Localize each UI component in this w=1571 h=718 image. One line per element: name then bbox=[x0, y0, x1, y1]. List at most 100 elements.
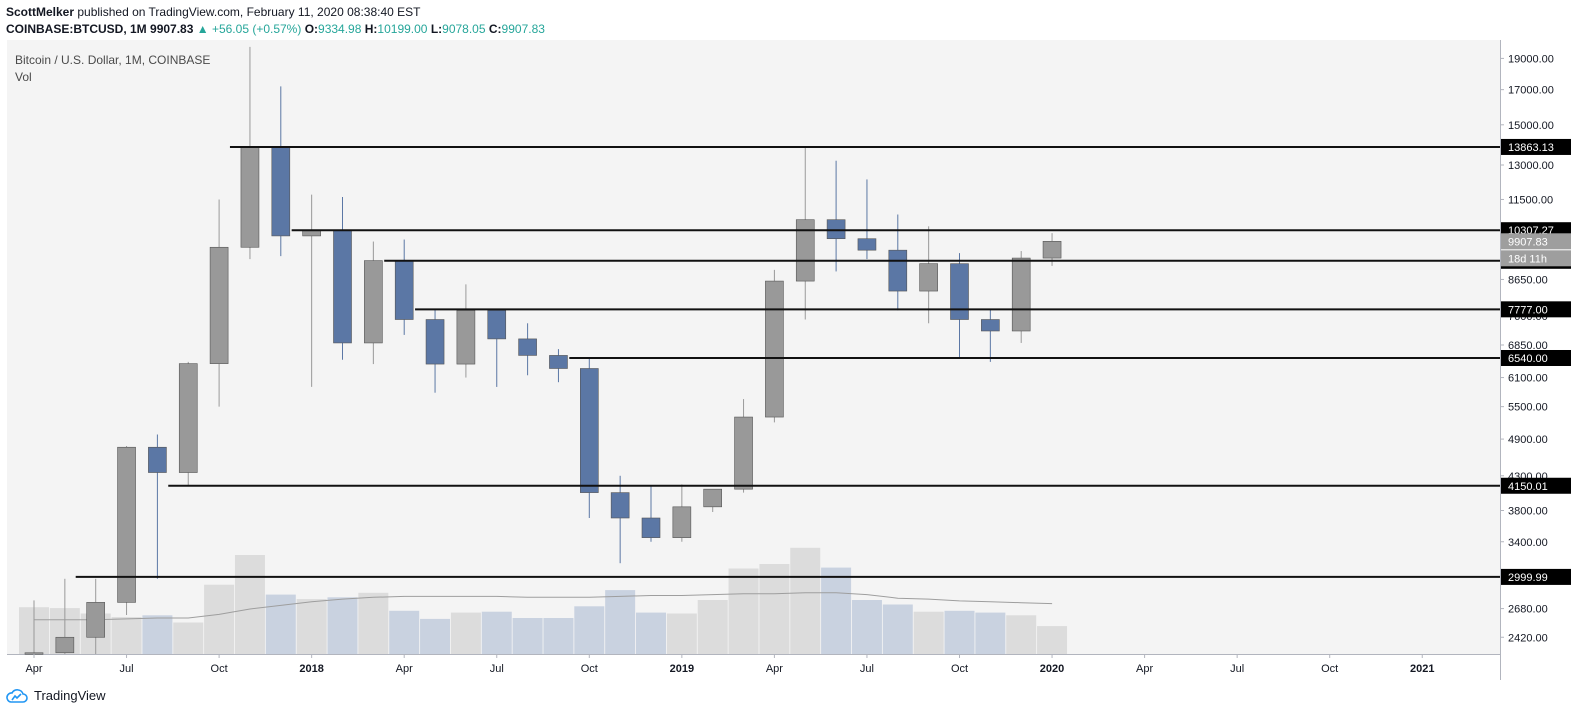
volume-bar bbox=[790, 547, 821, 654]
candle-body bbox=[826, 219, 846, 240]
y-tick-label: 6850.00 bbox=[1508, 340, 1548, 352]
x-tick-label: Apr bbox=[25, 663, 42, 675]
tradingview-cloud-icon bbox=[6, 688, 28, 703]
y-tick-label: 6100.00 bbox=[1508, 373, 1548, 385]
price-level-tag bbox=[1501, 301, 1571, 318]
volume-bar bbox=[389, 610, 420, 654]
volume-bar bbox=[512, 618, 543, 654]
volume-bar bbox=[327, 597, 358, 654]
y-tick-label: 17000.00 bbox=[1508, 85, 1554, 97]
x-tick-label: Jul bbox=[490, 663, 504, 675]
volume-bar bbox=[574, 606, 605, 654]
volume-bar bbox=[697, 600, 728, 654]
x-tick-label: Oct bbox=[951, 663, 968, 675]
price-level-label: 4150.01 bbox=[1508, 481, 1548, 493]
price-level-tag bbox=[1501, 568, 1571, 585]
price-level-label: 2999.99 bbox=[1508, 572, 1548, 584]
x-tick-label: Apr bbox=[766, 663, 783, 675]
candle-body bbox=[950, 263, 969, 320]
candle-body bbox=[1042, 241, 1062, 259]
volume-bar bbox=[296, 599, 327, 654]
candle-body bbox=[857, 238, 877, 251]
candle-body bbox=[55, 636, 75, 654]
close-label: C: bbox=[485, 22, 502, 36]
bar-countdown-label: 18d 11h bbox=[1508, 253, 1547, 265]
candle-body bbox=[271, 146, 291, 237]
volume-bar bbox=[1037, 626, 1068, 654]
y-tick-label: 3800.00 bbox=[1508, 506, 1548, 518]
candle-body bbox=[209, 246, 229, 364]
publish-text: published on TradingView.com, February 1… bbox=[74, 5, 421, 19]
candle-body bbox=[333, 230, 352, 344]
high-value: 10199.00 bbox=[377, 22, 428, 36]
x-tick-label: Jul bbox=[860, 663, 874, 675]
y-tick-label: 4900.00 bbox=[1508, 434, 1548, 446]
candle-body bbox=[734, 416, 753, 490]
y-tick-label: 2680.00 bbox=[1508, 604, 1548, 616]
volume-bar bbox=[944, 610, 975, 654]
countdown-tag bbox=[1501, 250, 1571, 267]
publish-info: ScottMelker published on TradingView.com… bbox=[6, 5, 420, 19]
volume-bar bbox=[975, 612, 1006, 654]
x-tick-label: Jul bbox=[120, 663, 134, 675]
volume-bar bbox=[234, 555, 265, 654]
x-tick-label: 2021 bbox=[1410, 663, 1434, 675]
chart-title: Bitcoin / U.S. Dollar, 1M, COINBASE bbox=[15, 53, 210, 67]
volume-bar bbox=[358, 592, 389, 654]
volume-bar bbox=[142, 615, 173, 654]
candle-body bbox=[549, 355, 568, 369]
candle-body bbox=[703, 488, 723, 508]
candle-body bbox=[610, 492, 630, 519]
y-tick-label: 13000.00 bbox=[1508, 160, 1554, 172]
x-tick-label: Oct bbox=[1321, 663, 1338, 675]
volume-bar bbox=[636, 612, 666, 654]
volume-bar bbox=[204, 584, 235, 654]
candle-body bbox=[981, 319, 1000, 332]
candle-body bbox=[1011, 257, 1031, 332]
volume-bar bbox=[851, 600, 882, 654]
candle-body bbox=[456, 310, 476, 365]
candle-body bbox=[425, 319, 445, 365]
volume-bar bbox=[666, 613, 697, 654]
open-value: 9334.98 bbox=[318, 22, 362, 36]
price-change: ▲ +56.05 (+0.57%) bbox=[193, 22, 305, 36]
candle-body bbox=[487, 310, 507, 340]
candle-body bbox=[795, 219, 815, 282]
y-tick-label: 5500.00 bbox=[1508, 402, 1548, 414]
last-price-tag bbox=[1501, 233, 1571, 250]
volume-bar bbox=[1006, 615, 1037, 654]
low-label: L: bbox=[427, 22, 443, 36]
y-tick-label: 11500.00 bbox=[1508, 194, 1553, 206]
volume-bar bbox=[728, 568, 759, 654]
author-name[interactable]: ScottMelker bbox=[6, 5, 75, 19]
price-level-label: 13863.13 bbox=[1508, 142, 1554, 154]
tradingview-logo[interactable]: TradingView bbox=[6, 688, 106, 703]
candle-body bbox=[672, 506, 692, 538]
price-level-label: 7777.00 bbox=[1508, 304, 1548, 316]
symbol-name: COINBASE:BTCUSD, 1M bbox=[6, 22, 151, 36]
candle-body bbox=[240, 146, 260, 248]
last-price-label: 9907.83 bbox=[1508, 236, 1548, 248]
tradingview-brand: TradingView bbox=[34, 688, 106, 703]
y-tick-label: 19000.00 bbox=[1508, 53, 1554, 65]
x-tick-label: Apr bbox=[1136, 663, 1153, 675]
close-value: 9907.83 bbox=[501, 22, 545, 36]
volume-bar bbox=[265, 594, 296, 654]
volume-bar bbox=[605, 590, 636, 654]
x-tick-label: Oct bbox=[211, 663, 228, 675]
volume-bar bbox=[173, 622, 204, 654]
price-level-tag bbox=[1501, 138, 1571, 155]
volume-bar bbox=[882, 604, 913, 654]
symbol-info: COINBASE:BTCUSD, 1M 9907.83 ▲ +56.05 (+0… bbox=[6, 22, 545, 36]
y-tick-label: 8650.00 bbox=[1508, 274, 1548, 286]
candle-body bbox=[148, 446, 167, 473]
candle-body bbox=[302, 230, 321, 237]
volume-bar bbox=[821, 567, 852, 654]
open-label: O: bbox=[304, 22, 319, 36]
volume-bar bbox=[543, 618, 574, 654]
price-chart[interactable]: 19000.00 17000.00 15000.00 13000.00 11500.00… bbox=[0, 40, 1571, 680]
x-tick-label: 2019 bbox=[670, 663, 694, 675]
candle-body bbox=[888, 249, 908, 292]
candle-body bbox=[641, 517, 661, 538]
volume-bar bbox=[420, 618, 451, 654]
